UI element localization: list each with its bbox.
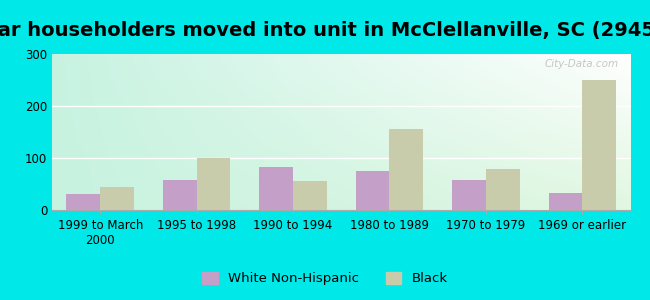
Text: City-Data.com: City-Data.com	[545, 59, 619, 69]
Bar	[163, 180, 196, 210]
Bar	[196, 158, 230, 210]
Bar	[293, 182, 327, 210]
Text: Year householders moved into unit in McClellanville, SC (29458): Year householders moved into unit in McC…	[0, 21, 650, 40]
Bar	[356, 171, 389, 210]
Bar	[549, 193, 582, 210]
Bar	[452, 180, 486, 210]
Bar	[66, 194, 100, 210]
Bar	[100, 187, 134, 210]
Bar	[582, 80, 616, 210]
Legend: White Non-Hispanic, Black: White Non-Hispanic, Black	[196, 266, 454, 290]
Bar	[389, 129, 423, 210]
Bar	[259, 167, 293, 210]
Bar	[486, 169, 519, 210]
